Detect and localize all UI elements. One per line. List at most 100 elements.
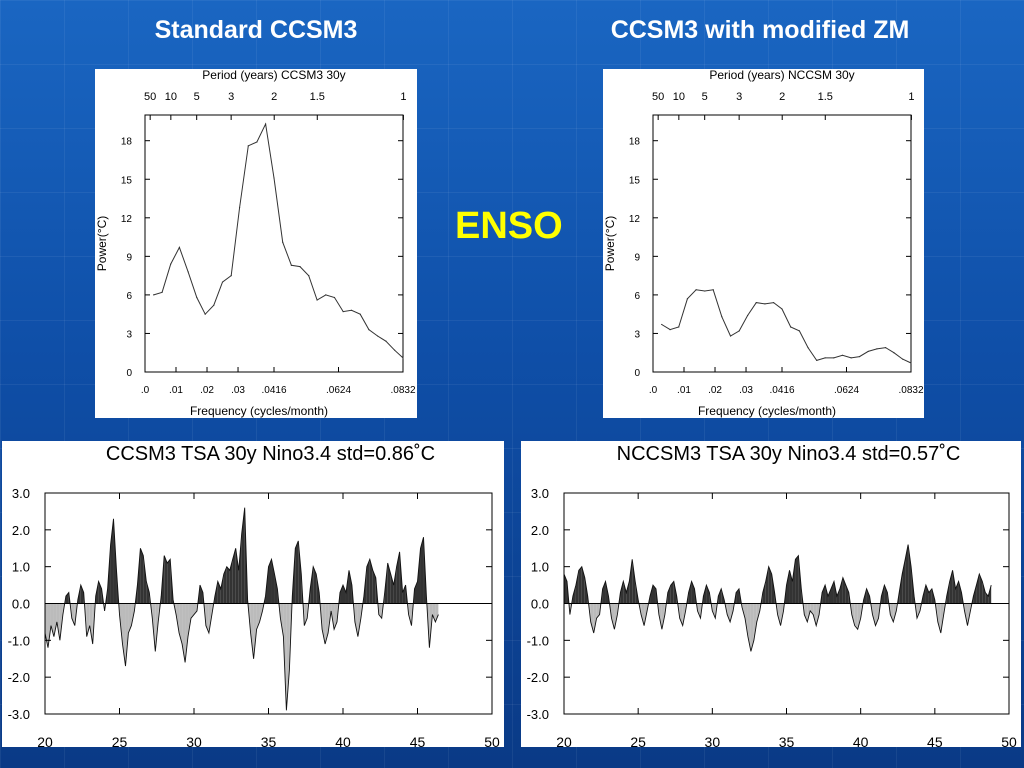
positive-anomaly-area xyxy=(566,581,569,604)
positive-anomaly-area xyxy=(786,570,790,604)
spectrum-point xyxy=(196,296,198,299)
y-tick-label: 0.0 xyxy=(531,597,549,612)
positive-anomaly-area xyxy=(945,596,947,604)
spectrum-point xyxy=(738,330,740,332)
positive-anomaly-area xyxy=(765,566,769,604)
positive-anomaly-area xyxy=(801,588,804,604)
negative-anomaly-area xyxy=(596,603,600,619)
negative-anomaly-area xyxy=(756,603,760,622)
spectrum-point xyxy=(798,330,800,332)
spectrum-point xyxy=(187,271,189,273)
y-tick-label: -3.0 xyxy=(8,707,30,722)
negative-anomaly-area xyxy=(188,603,192,637)
positive-anomaly-area xyxy=(905,544,909,604)
negative-anomaly-area xyxy=(128,603,132,633)
spectrum-point xyxy=(376,335,379,337)
positive-anomaly-area xyxy=(768,566,772,604)
positive-anomaly-area xyxy=(976,574,980,604)
spectrum-point xyxy=(265,123,267,125)
positive-anomaly-area xyxy=(387,562,391,604)
spectrum-point xyxy=(221,281,224,283)
positive-anomaly-area xyxy=(316,574,320,604)
positive-anomaly-area xyxy=(241,507,245,604)
positive-anomaly-area xyxy=(264,596,266,604)
x-tick-label: .0 xyxy=(141,385,150,396)
positive-anomaly-area xyxy=(626,581,630,604)
negative-anomaly-area xyxy=(179,603,183,645)
spectrum-chart-left: Period (years) CCSM3 30y 50 10 5 3 2 1.5 1 0 3 6 9 1… xyxy=(95,69,417,418)
spectrum-point xyxy=(704,290,706,292)
y-tick-label: 15 xyxy=(629,175,641,186)
negative-anomaly-area xyxy=(851,603,855,626)
y-tick-label: 2.0 xyxy=(12,523,30,538)
negative-anomaly-area xyxy=(614,603,618,630)
positive-anomaly-area xyxy=(828,588,831,604)
y-tick-label: -3.0 xyxy=(527,707,549,722)
heading-standard-ccsm3: Standard CCSM3 xyxy=(154,16,358,44)
nino34-series-line xyxy=(44,507,439,711)
negative-anomaly-area xyxy=(354,603,358,637)
x-tick-label: 25 xyxy=(630,734,646,747)
positive-anomaly-area xyxy=(268,559,272,604)
positive-anomaly-area xyxy=(925,585,929,604)
x-tick-label: .02 xyxy=(708,385,722,396)
positive-anomaly-area xyxy=(575,570,579,604)
period-tick-label: 1 xyxy=(400,91,406,103)
negative-anomaly-area xyxy=(122,603,126,667)
y-tick-label: 3.0 xyxy=(12,486,30,501)
negative-anomaly-area xyxy=(696,603,698,611)
timeseries-chart-left: CCSM3 TSA 30y Nino3.4 std=0.86˚C -3.0 -2.0… xyxy=(2,441,504,747)
timeseries-chart-right: NCCSM3 TSA 30y Nino3.4 std=0.57˚C -3.0 -2.… xyxy=(521,441,1021,747)
negative-anomaly-area xyxy=(185,603,189,663)
negative-anomaly-area xyxy=(777,603,781,626)
negative-anomaly-area xyxy=(155,603,159,652)
positive-anomaly-area xyxy=(709,592,712,604)
spectrum-point xyxy=(256,141,258,143)
y-tick-label: 6 xyxy=(634,291,640,302)
positive-anomaly-area xyxy=(955,581,959,604)
positive-anomaly-area xyxy=(402,585,406,604)
spectrum-point xyxy=(858,355,861,358)
negative-anomaly-area xyxy=(262,603,265,611)
positive-anomaly-area xyxy=(922,585,926,604)
spectrum-point xyxy=(359,313,361,315)
plot-frame xyxy=(144,114,404,373)
x-tick-label: 20 xyxy=(37,734,53,747)
spectrum-point xyxy=(299,266,301,268)
y-axis-label: Power(°C) xyxy=(603,216,617,271)
x-tick-label: .0416 xyxy=(769,385,794,396)
negative-anomaly-area xyxy=(940,603,944,633)
chart-title: Period (years) NCCSM 30y xyxy=(709,69,854,82)
spectrum-point xyxy=(755,302,757,304)
positive-anomaly-area xyxy=(295,540,299,604)
x-tick-label: .02 xyxy=(200,385,214,396)
chart-title: CCSM3 TSA 30y Nino3.4 std=0.86˚C xyxy=(106,443,435,465)
positive-anomaly-area xyxy=(670,581,674,604)
positive-anomaly-area xyxy=(80,585,84,604)
y-tick-label: 1.0 xyxy=(531,560,549,575)
negative-anomaly-area xyxy=(253,603,257,659)
spectrum-point xyxy=(308,275,310,277)
negative-anomaly-area xyxy=(45,603,48,648)
positive-anomaly-area xyxy=(982,581,986,604)
period-tick-label: 5 xyxy=(702,91,708,103)
positive-anomaly-area xyxy=(762,581,766,604)
period-tick-label: 10 xyxy=(165,91,177,103)
y-tick-label: 12 xyxy=(121,214,133,225)
negative-anomaly-area xyxy=(890,603,894,622)
positive-anomaly-area xyxy=(718,588,722,604)
positive-anomaly-area xyxy=(274,574,278,604)
positive-anomaly-area xyxy=(572,585,576,604)
spectrum-point xyxy=(273,177,275,179)
heading-modified-zm: CCSM3 with modified ZM xyxy=(610,16,910,44)
spectrum-point xyxy=(325,294,327,296)
positive-anomaly-area xyxy=(845,585,849,604)
spectrum-point xyxy=(213,304,215,306)
y-tick-label: 9 xyxy=(126,252,132,263)
y-tick-label: 3 xyxy=(126,329,132,340)
positive-anomaly-area xyxy=(140,548,144,604)
negative-anomaly-area xyxy=(638,603,642,615)
period-tick-label: 50 xyxy=(144,91,156,103)
spectrum-point xyxy=(394,349,396,351)
